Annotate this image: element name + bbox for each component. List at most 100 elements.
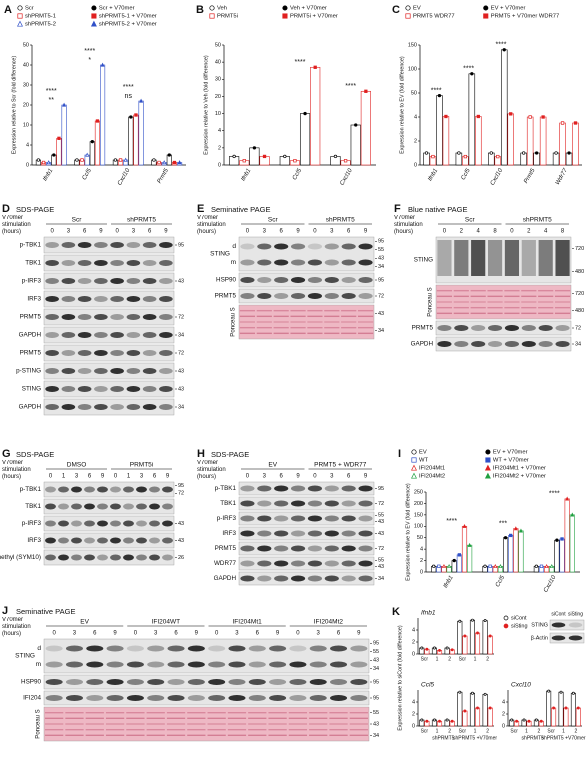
point	[445, 718, 449, 722]
row-label: WDR77	[214, 560, 237, 567]
mw-label: 95	[373, 679, 379, 685]
band	[147, 661, 165, 668]
point	[503, 536, 508, 540]
time-label: 9	[296, 229, 300, 235]
y-tick-label: 200	[414, 501, 423, 507]
y-tick-label: 2	[414, 138, 417, 144]
band	[187, 679, 205, 685]
blot-title: SDS-PAGE	[16, 450, 54, 459]
group-label: shPRMT5	[326, 217, 355, 224]
point	[80, 158, 84, 162]
x-tick-label: Ifnb1	[443, 575, 455, 590]
y-tick-label: 10	[23, 122, 29, 128]
band	[551, 635, 566, 641]
bar	[563, 707, 569, 727]
band	[126, 661, 144, 668]
band	[228, 645, 246, 652]
band	[136, 486, 147, 493]
time-label: 2	[460, 229, 464, 235]
band	[257, 515, 272, 522]
band	[257, 545, 272, 552]
band	[487, 341, 503, 347]
blot-frame	[238, 556, 375, 571]
mw-label: 34	[373, 733, 379, 739]
time-label: 6	[88, 474, 92, 480]
band	[330, 679, 348, 685]
point	[513, 526, 518, 531]
legend-label: WT + V70mer	[493, 458, 529, 464]
band	[228, 661, 246, 668]
mw-label: 43	[378, 531, 384, 537]
band	[358, 515, 373, 522]
group-label: PRMT5i	[130, 462, 153, 469]
bar	[310, 66, 321, 166]
band	[324, 293, 339, 299]
blot-frame	[238, 511, 375, 526]
legend-marker	[411, 449, 417, 455]
legend-label: shPRMT5-1 + V70mer	[99, 14, 157, 20]
band	[358, 259, 373, 266]
point	[555, 538, 559, 542]
point	[134, 113, 138, 117]
point	[113, 158, 118, 162]
bar	[469, 692, 476, 727]
band	[289, 661, 307, 668]
band	[45, 661, 63, 668]
row-label: β-Actin	[531, 635, 548, 641]
time-label: 6	[153, 474, 157, 480]
band	[341, 500, 356, 507]
blot-frame	[43, 515, 175, 532]
band	[77, 368, 92, 374]
band	[126, 695, 144, 701]
panel-letter: F	[394, 203, 401, 215]
bar	[488, 152, 495, 166]
row-label: p-TBK1	[215, 485, 237, 492]
band	[187, 695, 205, 701]
time-label: 9	[357, 631, 361, 637]
band	[159, 386, 173, 392]
band	[71, 486, 82, 493]
band	[94, 278, 108, 284]
legend-label: PRMT5i	[217, 14, 238, 20]
band	[71, 520, 82, 527]
y-axis-label: Expression relative to Veh (fold differe…	[203, 55, 209, 155]
band	[162, 537, 173, 544]
band	[248, 645, 266, 652]
mw-label: 72	[378, 293, 384, 299]
band	[437, 341, 452, 347]
blot-frame	[549, 632, 585, 644]
band	[341, 259, 356, 266]
x-tick-label: 2	[574, 728, 577, 734]
band	[290, 293, 306, 299]
time-label: 4	[477, 229, 481, 235]
legend-marker	[17, 5, 23, 11]
legend-marker	[484, 472, 491, 479]
band	[341, 485, 356, 492]
band	[324, 530, 339, 537]
band	[126, 332, 141, 338]
stimulation-label-box: V70mer stimulation (hours)	[2, 460, 31, 480]
group-label: Scr	[465, 217, 476, 224]
x-tick-label: 2	[448, 656, 451, 662]
blot-frame	[238, 272, 375, 288]
band	[136, 503, 147, 510]
y-axis-label: Expression relative to Scr (fold differe…	[11, 56, 17, 154]
time-label: 9	[166, 474, 170, 480]
legend-label: EV + V70mer	[493, 450, 528, 456]
mw-label: 72	[575, 325, 581, 331]
band	[341, 560, 356, 567]
point	[444, 114, 448, 119]
bar	[565, 152, 573, 166]
point	[564, 706, 568, 710]
stimulation-label: V70mer stimulation (hours)	[394, 215, 423, 235]
legend-marker	[209, 13, 215, 19]
band	[307, 485, 323, 492]
legend-marker	[282, 13, 288, 19]
legend-label: IFI204Mt1	[419, 466, 445, 472]
time-label: 3	[263, 474, 267, 480]
time-label: 2	[527, 229, 531, 235]
bar	[423, 152, 430, 166]
row-label: p-TBK1	[20, 486, 42, 493]
band	[162, 486, 173, 493]
blot-frame	[43, 674, 370, 690]
